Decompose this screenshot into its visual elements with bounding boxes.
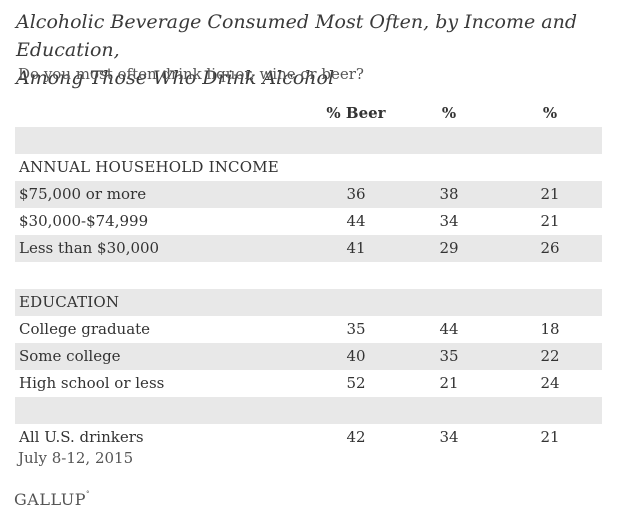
row-label: College graduate bbox=[19, 320, 151, 338]
results-table: % Beer % Wine % Liquor ANNUAL HOUSEHOLD … bbox=[15, 100, 602, 451]
spacer-row bbox=[15, 262, 602, 289]
table-row: $75,000 or more 36 38 21 bbox=[15, 181, 602, 208]
liquor-value: 21 bbox=[540, 428, 560, 446]
table-body: ANNUAL HOUSEHOLD INCOME $75,000 or more 36… bbox=[15, 127, 602, 451]
gallup-logo: GALLUP° bbox=[14, 490, 90, 509]
liquor-value: 18 bbox=[540, 320, 560, 338]
chart-title: Alcoholic Beverage Consumed Most Often, … bbox=[16, 8, 616, 92]
table-row: All U.S. drinkers 42 34 21 bbox=[15, 424, 602, 451]
table-header-row: % Beer % Wine % Liquor bbox=[15, 100, 602, 149]
wine-value: 38 bbox=[439, 185, 459, 203]
row-label: Some college bbox=[19, 347, 121, 365]
beer-value: 44 bbox=[346, 212, 366, 230]
liquor-value: 26 bbox=[540, 239, 560, 257]
title-line-1: Alcoholic Beverage Consumed Most Often, … bbox=[16, 11, 578, 61]
liquor-value: 22 bbox=[540, 347, 560, 365]
logo-mark: ° bbox=[85, 490, 90, 498]
row-label: All U.S. drinkers bbox=[19, 428, 144, 446]
beer-value: 36 bbox=[346, 185, 366, 203]
date-footnote: July 8-12, 2015 bbox=[18, 449, 134, 467]
section-header-row: ANNUAL HOUSEHOLD INCOME bbox=[15, 154, 602, 181]
table-row: College graduate 35 44 18 bbox=[15, 316, 602, 343]
wine-value: 35 bbox=[439, 347, 459, 365]
beer-value: 41 bbox=[346, 239, 366, 257]
beer-value: 40 bbox=[346, 347, 366, 365]
row-label: $75,000 or more bbox=[19, 185, 147, 203]
section-label: ANNUAL HOUSEHOLD INCOME bbox=[19, 158, 279, 176]
row-label: Less than $30,000 bbox=[19, 239, 160, 257]
column-header-beer: % Beer bbox=[326, 104, 386, 122]
table-row: $30,000-$74,999 44 34 21 bbox=[15, 208, 602, 235]
section-header-row: EDUCATION bbox=[15, 289, 602, 316]
logo-text: GALLUP bbox=[14, 490, 86, 509]
beer-value: 42 bbox=[346, 428, 366, 446]
table-row: Some college 40 35 22 bbox=[15, 343, 602, 370]
table-row: High school or less 52 21 24 bbox=[15, 370, 602, 397]
wine-value: 44 bbox=[439, 320, 459, 338]
wine-value: 34 bbox=[439, 428, 459, 446]
row-label: $30,000-$74,999 bbox=[19, 212, 149, 230]
wine-value: 21 bbox=[439, 374, 459, 392]
wine-value: 29 bbox=[439, 239, 459, 257]
beer-value: 52 bbox=[346, 374, 366, 392]
liquor-value: 24 bbox=[540, 374, 560, 392]
table-row: Less than $30,000 41 29 26 bbox=[15, 235, 602, 262]
liquor-value: 21 bbox=[540, 212, 560, 230]
title-line-2: Among Those Who Drink Alcohol bbox=[16, 67, 335, 89]
section-label: EDUCATION bbox=[19, 293, 120, 311]
chart-subtitle: Do you most often drink liquor, wine or … bbox=[18, 65, 364, 83]
row-label: High school or less bbox=[19, 374, 165, 392]
liquor-value: 21 bbox=[540, 185, 560, 203]
wine-value: 34 bbox=[439, 212, 459, 230]
spacer-row bbox=[15, 397, 602, 424]
spacer-row bbox=[15, 127, 602, 154]
beer-value: 35 bbox=[346, 320, 366, 338]
